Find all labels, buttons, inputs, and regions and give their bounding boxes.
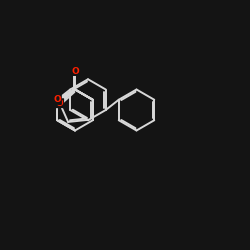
Text: O: O <box>56 99 64 108</box>
Text: O: O <box>53 95 61 104</box>
Text: O: O <box>53 95 61 104</box>
Text: O: O <box>71 66 79 76</box>
